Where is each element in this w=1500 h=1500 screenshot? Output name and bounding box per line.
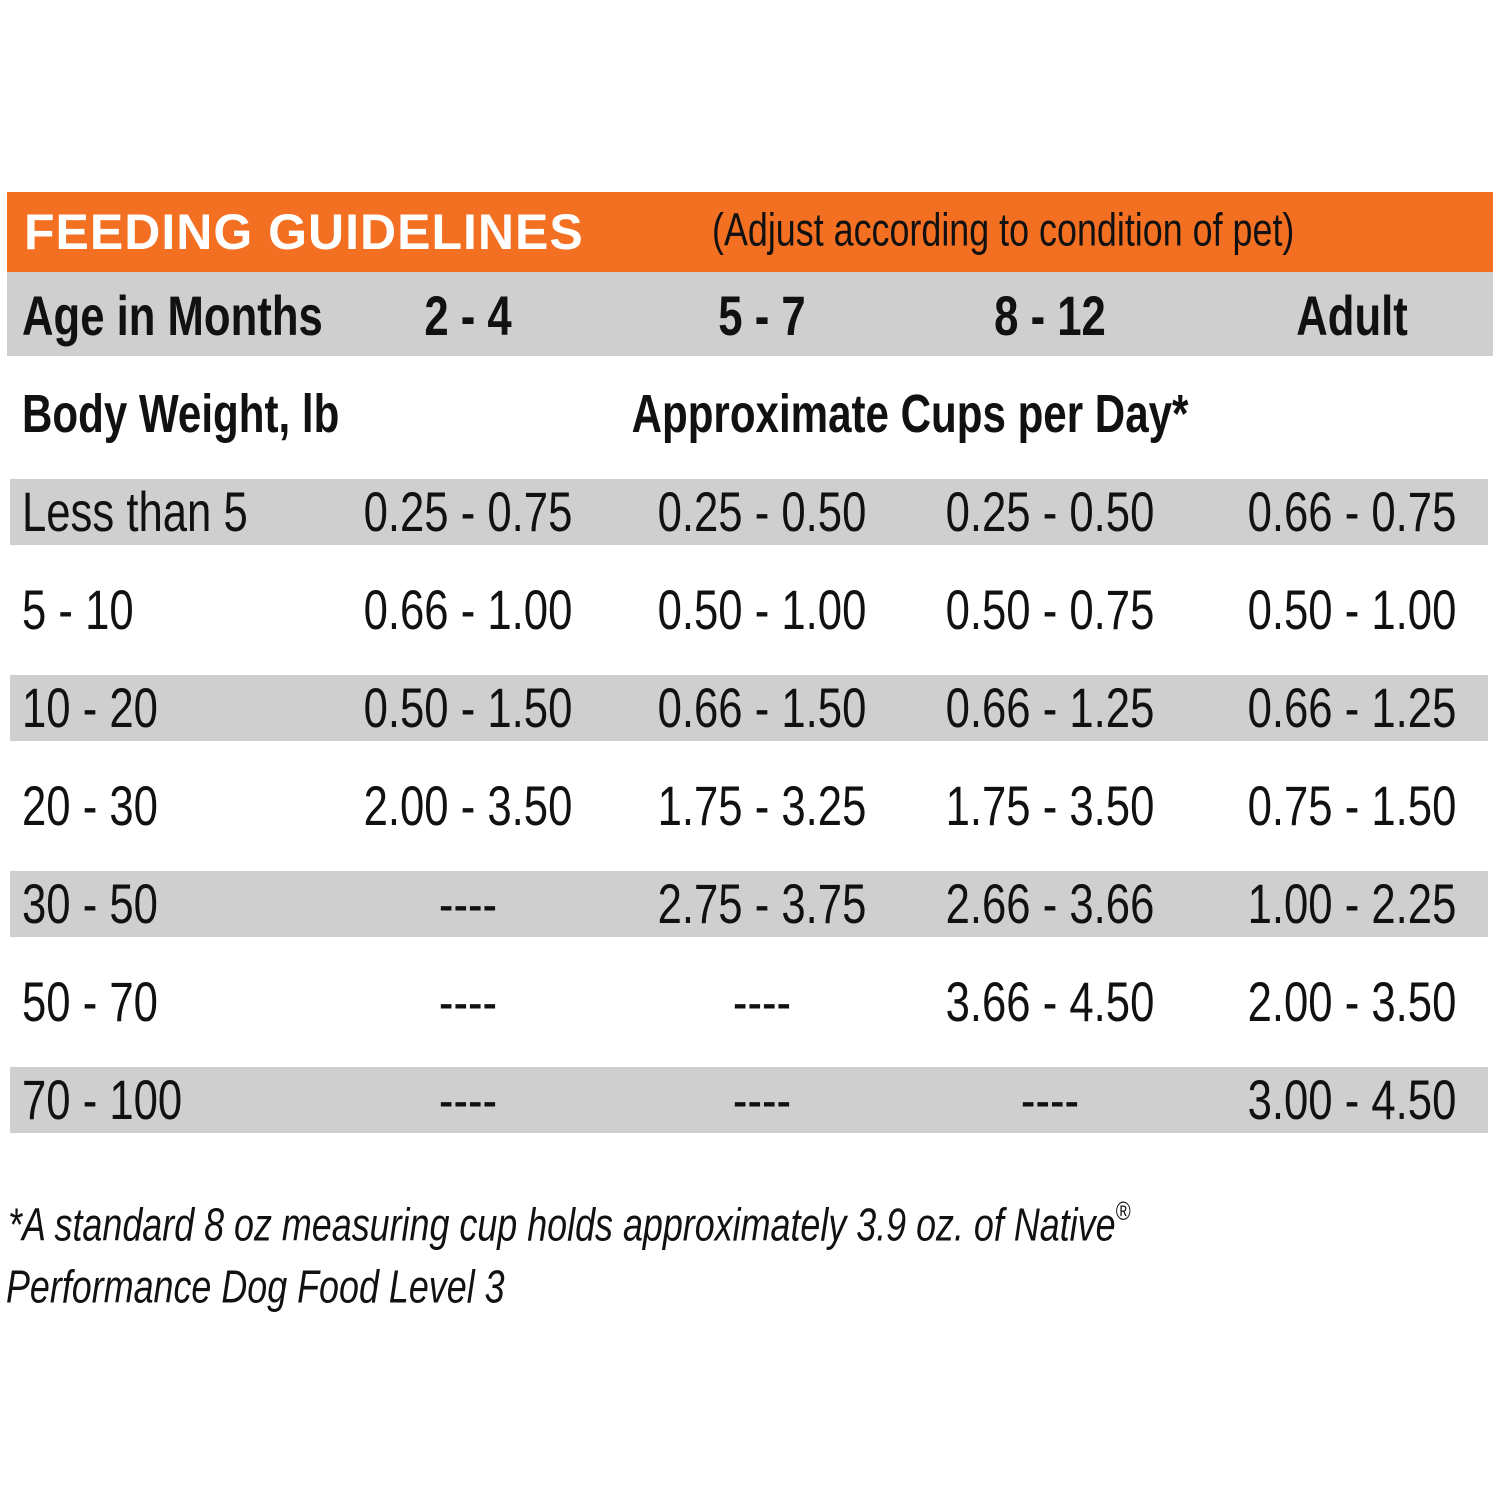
- value-cell: 0.66 - 1.00: [364, 579, 573, 641]
- value-cell: 1.75 - 3.50: [946, 775, 1155, 837]
- value-cell: 1.00 - 2.25: [1248, 873, 1457, 935]
- value-cell: 1.75 - 3.25: [658, 775, 867, 837]
- row-band: [10, 1067, 1488, 1133]
- header-cell: 8 - 12: [994, 285, 1106, 347]
- header-cell: 2 - 4: [424, 285, 511, 347]
- footnote-mark: ®: [1116, 1197, 1132, 1226]
- row-band: [10, 479, 1488, 545]
- subheader-left: Body Weight, lb: [22, 384, 339, 444]
- footnote-line2: Performance Dog Food Level 3: [6, 1261, 505, 1312]
- header-bar: [7, 272, 1493, 356]
- value-cell: 0.66 - 1.25: [946, 677, 1155, 739]
- value-cell: 2.00 - 3.50: [1248, 971, 1457, 1033]
- subtitle: (Adjust according to condition of pet): [712, 204, 1294, 255]
- value-cell: ----: [733, 1069, 791, 1131]
- weight-cell: 10 - 20: [22, 677, 158, 739]
- value-cell: 0.66 - 1.50: [658, 677, 867, 739]
- weight-cell: 5 - 10: [22, 579, 134, 641]
- value-cell: 0.75 - 1.50: [1248, 775, 1457, 837]
- value-cell: 0.66 - 0.75: [1248, 481, 1457, 543]
- value-cell: 0.50 - 1.00: [1248, 579, 1457, 641]
- weight-cell: 30 - 50: [22, 873, 158, 935]
- header-cell: Adult: [1296, 285, 1408, 347]
- value-cell: ----: [733, 971, 791, 1033]
- value-cell: 0.50 - 0.75: [946, 579, 1155, 641]
- value-cell: 2.75 - 3.75: [658, 873, 867, 935]
- value-cell: ----: [439, 873, 497, 935]
- value-cell: ----: [439, 971, 497, 1033]
- header-cell: Age in Months: [22, 285, 323, 347]
- weight-cell: 70 - 100: [22, 1069, 182, 1131]
- footnote-line1: *A standard 8 oz measuring cup holds app…: [8, 1197, 1131, 1251]
- weight-cell: 20 - 30: [22, 775, 158, 837]
- header-cell: 5 - 7: [718, 285, 805, 347]
- value-cell: ----: [1021, 1069, 1079, 1131]
- footnote-text: *A standard 8 oz measuring cup holds app…: [8, 1199, 1116, 1250]
- value-cell: 0.25 - 0.50: [946, 481, 1155, 543]
- value-cell: 2.66 - 3.66: [946, 873, 1155, 935]
- title: FEEDING GUIDELINES: [24, 204, 584, 260]
- value-cell: 2.00 - 3.50: [364, 775, 573, 837]
- value-cell: 0.25 - 0.75: [364, 481, 573, 543]
- value-cell: 0.50 - 1.00: [658, 579, 867, 641]
- subheader-center: Approximate Cups per Day*: [632, 384, 1189, 444]
- title-bar: [7, 192, 1493, 272]
- row-band: [10, 871, 1488, 937]
- value-cell: 0.25 - 0.50: [658, 481, 867, 543]
- weight-cell: Less than 5: [22, 481, 248, 543]
- row-band: [10, 675, 1488, 741]
- value-cell: 3.00 - 4.50: [1248, 1069, 1457, 1131]
- value-cell: ----: [439, 1069, 497, 1131]
- value-cell: 0.50 - 1.50: [364, 677, 573, 739]
- value-cell: 3.66 - 4.50: [946, 971, 1155, 1033]
- value-cell: 0.66 - 1.25: [1248, 677, 1457, 739]
- weight-cell: 50 - 70: [22, 971, 158, 1033]
